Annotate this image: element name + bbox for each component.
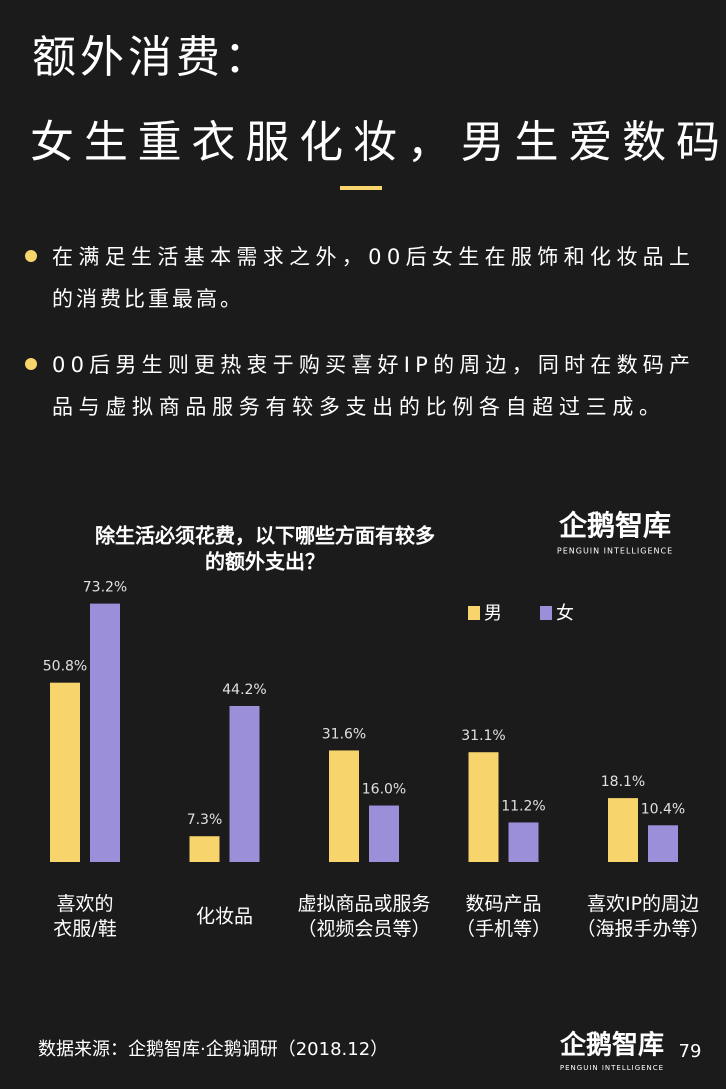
value-label: 73.2%: [83, 580, 127, 596]
legend-label: 女: [556, 603, 574, 624]
title-underline: [340, 186, 382, 190]
bar: [329, 750, 359, 862]
bullet-text: 的消费比重最高。: [52, 287, 244, 311]
category-label: （手机等）: [456, 918, 551, 940]
bar: [468, 752, 499, 862]
chart-title: 的额外支出？: [205, 550, 325, 574]
bar: [90, 603, 120, 862]
chart-title: 除生活必须花费，以下哪些方面有较多: [95, 524, 435, 548]
logo-subtitle: PENGUIN INTELLIGENCE: [560, 1064, 664, 1072]
bar: [229, 705, 260, 862]
bar: [508, 822, 539, 862]
category-label: 喜欢的: [56, 893, 113, 915]
value-label: 10.4%: [641, 801, 685, 817]
title-line: 额外消费：: [32, 32, 268, 83]
bar: [608, 798, 638, 862]
value-label: 31.6%: [322, 726, 366, 742]
value-label: 50.8%: [43, 659, 87, 675]
value-label: 18.1%: [601, 774, 645, 790]
category-label: （海报手办等）: [576, 918, 709, 940]
legend-label: 男: [484, 603, 502, 624]
bar: [648, 825, 678, 862]
value-label: 7.3%: [187, 812, 223, 828]
legend-swatch: [540, 606, 552, 620]
category-label: 数码产品: [465, 893, 541, 915]
logo-name: 企鹅智库: [560, 1030, 664, 1061]
bullet-dot: [25, 358, 37, 370]
category-label: 化妆品: [196, 906, 253, 928]
legend-swatch: [468, 606, 480, 620]
value-label: 31.1%: [461, 728, 505, 744]
value-label: 16.0%: [362, 782, 406, 798]
bullet-text: 在满足生活基本需求之外，00后女生在服饰和化妆品上: [52, 245, 690, 269]
bullet-text: 品与虚拟商品服务有较多支出的比例各自超过三成。: [52, 395, 660, 419]
category-label: 虚拟商品或服务: [297, 893, 430, 915]
bullet-dot: [25, 250, 37, 262]
bar: [369, 805, 399, 862]
bar: [189, 836, 220, 862]
logo-subtitle: PENGUIN INTELLIGENCE: [557, 547, 673, 556]
page-number: 79: [679, 1041, 702, 1062]
category-label: 衣服/鞋: [53, 918, 116, 940]
bullet-text: 00后男生则更热衷于购买喜好IP的周边，同时在数码产: [52, 353, 690, 377]
title-line: 女生重衣服化妆，男生爱数码: [30, 117, 720, 168]
value-label: 44.2%: [222, 682, 266, 698]
source: 数据来源：企鹅智库·企鹅调研（2018.12）: [38, 1039, 388, 1060]
value-label: 11.2%: [501, 798, 545, 814]
category-label: 喜欢IP的周边: [587, 893, 699, 915]
category-label: （视频会员等）: [297, 918, 430, 940]
logo-name: 企鹅智库: [559, 509, 671, 542]
bar: [50, 682, 80, 862]
